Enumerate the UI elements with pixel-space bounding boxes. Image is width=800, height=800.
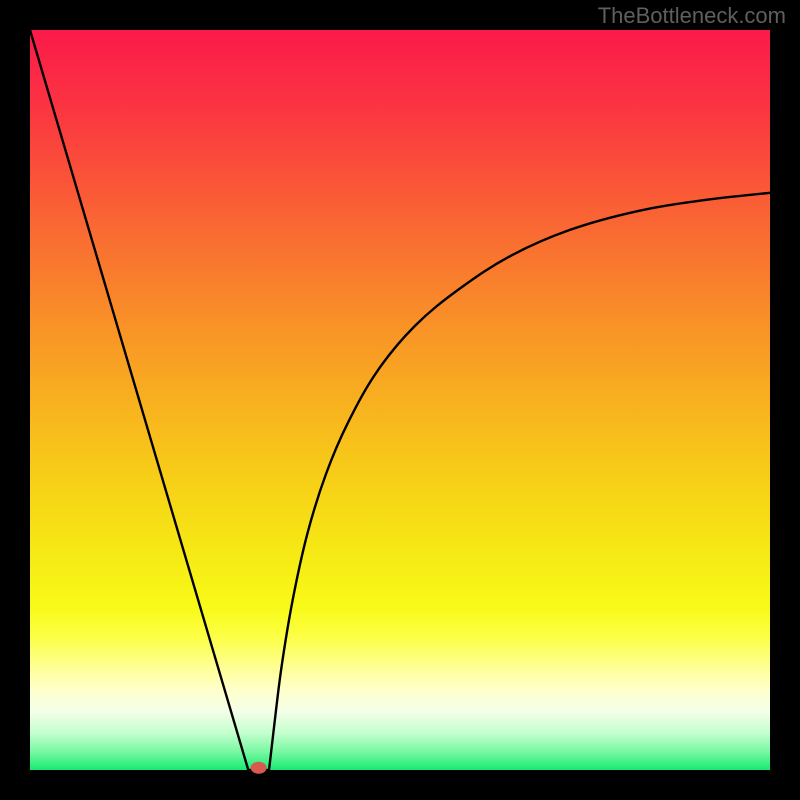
optimal-marker-dot [251,762,267,774]
bottleneck-chart [0,0,800,800]
plot-background-gradient [30,30,770,770]
watermark-text: TheBottleneck.com [598,3,786,29]
